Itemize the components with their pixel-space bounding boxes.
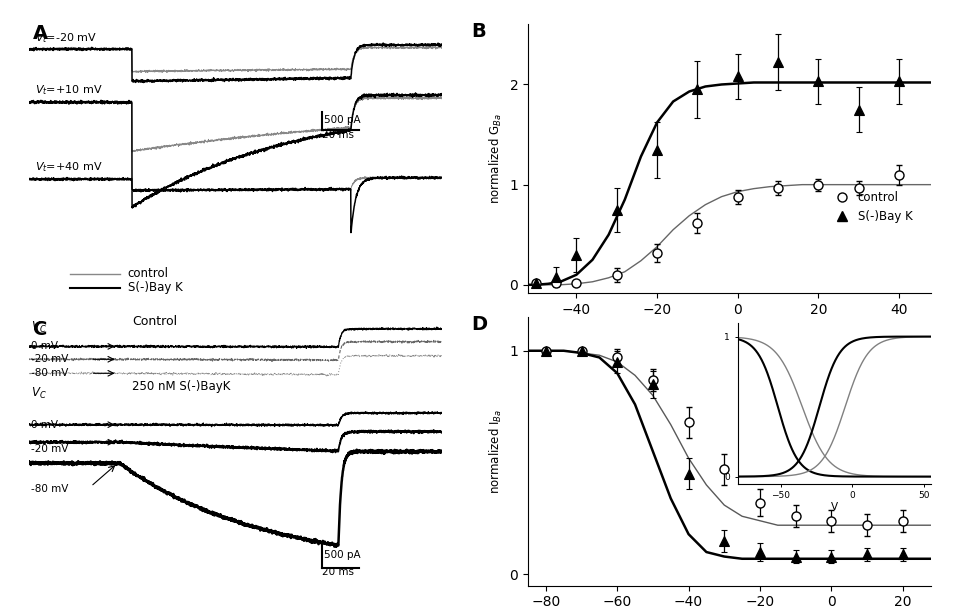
- Text: D: D: [471, 315, 488, 334]
- Y-axis label: normalized G$_{Ba}$: normalized G$_{Ba}$: [488, 113, 504, 204]
- Text: 0 mV: 0 mV: [31, 420, 58, 429]
- Text: $V_t$=-20 mV: $V_t$=-20 mV: [35, 31, 97, 45]
- Text: 0 mV: 0 mV: [31, 341, 58, 351]
- Text: $V_C$: $V_C$: [31, 386, 47, 401]
- Text: $V_t$=+10 mV: $V_t$=+10 mV: [35, 83, 103, 97]
- Text: control: control: [128, 267, 169, 280]
- Text: 250 nM S(-)BayK: 250 nM S(-)BayK: [132, 379, 230, 393]
- Text: S(-)Bay K: S(-)Bay K: [128, 281, 182, 294]
- Text: -20 mV: -20 mV: [31, 354, 68, 364]
- Text: -80 mV: -80 mV: [31, 484, 68, 495]
- Text: -20 mV: -20 mV: [31, 443, 68, 453]
- Text: C: C: [33, 320, 47, 339]
- Text: 500 pA: 500 pA: [324, 550, 361, 561]
- Text: $V_t$=+40 mV: $V_t$=+40 mV: [35, 160, 103, 174]
- Text: 500 pA: 500 pA: [324, 115, 361, 126]
- Text: Control: Control: [132, 315, 178, 328]
- Legend: control, S(-)Bay K: control, S(-)Bay K: [826, 187, 917, 228]
- Y-axis label: normalized I$_{Ba}$: normalized I$_{Ba}$: [488, 409, 504, 494]
- Text: $V_C$: $V_C$: [31, 320, 47, 336]
- Text: A: A: [33, 24, 48, 43]
- Text: 20 ms: 20 ms: [322, 130, 354, 140]
- X-axis label: V$_{test}$ (mV): V$_{test}$ (mV): [697, 322, 762, 338]
- Text: B: B: [471, 22, 487, 41]
- Text: 20 ms: 20 ms: [322, 567, 354, 577]
- Text: -80 mV: -80 mV: [31, 368, 68, 378]
